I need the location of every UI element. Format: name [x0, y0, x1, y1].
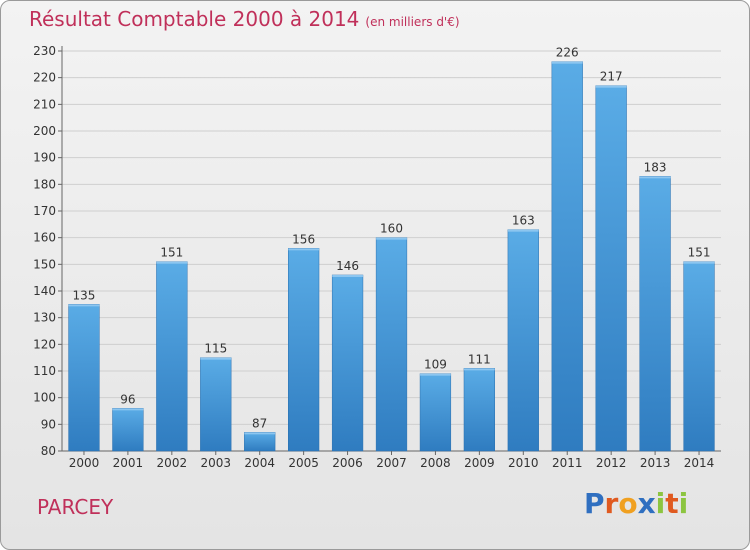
data-label: 226: [556, 46, 579, 60]
bar-highlight: [68, 304, 100, 307]
data-label: 151: [688, 246, 711, 260]
y-tick-label: 190: [33, 151, 56, 165]
y-tick-label: 90: [41, 417, 56, 431]
bar-2007: [375, 237, 408, 452]
x-tick-label: 2007: [376, 456, 407, 470]
y-tick-label: 140: [33, 284, 56, 298]
logo-letter: o: [618, 487, 638, 520]
data-label: 156: [292, 232, 315, 246]
bar-2003: [200, 357, 232, 452]
y-tick-label: 150: [33, 257, 56, 271]
data-label: 115: [204, 342, 227, 356]
bar-2011: [551, 61, 583, 452]
x-tick-label: 2010: [508, 456, 539, 470]
bar-highlight: [639, 176, 671, 179]
y-tick-label: 200: [33, 124, 56, 138]
x-axis: 2000 2001 2002 2003 2004 2005 2006 2007 2008 2009…: [69, 451, 715, 470]
bar-highlight: [200, 357, 232, 360]
chart-title-text: Résultat Comptable 2000 à 2014: [29, 7, 360, 31]
data-label: 217: [600, 70, 623, 84]
bar-highlight: [332, 275, 363, 277]
y-tick-label: 80: [41, 444, 56, 458]
bar-2004: [244, 432, 276, 452]
y-tick-label: 210: [33, 97, 56, 111]
x-tick-label: 2003: [200, 456, 231, 470]
chart-unit: (en milliers d'€): [365, 15, 460, 29]
y-tick-label: 110: [33, 364, 56, 378]
bar-highlight: [420, 373, 451, 376]
data-label: 109: [424, 358, 447, 372]
logo-letter: i: [678, 487, 689, 520]
proxiti-logo: Proxiti: [584, 487, 688, 520]
bar-2008: [419, 373, 452, 452]
bar-highlight: [507, 229, 539, 232]
data-label: 183: [644, 160, 667, 174]
bar-2001: [112, 408, 144, 452]
x-tick-label: 2009: [464, 456, 495, 470]
data-label: 151: [160, 246, 183, 260]
x-tick-label: 2004: [244, 456, 275, 470]
logo-letter: r: [604, 487, 619, 520]
x-tick-label: 2005: [288, 456, 319, 470]
x-tick-label: 2002: [157, 456, 188, 470]
x-tick-label: 2006: [332, 456, 363, 470]
bar-2012: [595, 85, 627, 452]
data-label: 146: [336, 259, 359, 273]
bar-highlight: [288, 248, 320, 251]
bar-2005: [288, 248, 320, 452]
x-tick-label: 2014: [684, 456, 715, 470]
y-tick-label: 160: [33, 231, 56, 245]
x-tick-label: 2011: [552, 456, 583, 470]
data-label: 111: [468, 352, 491, 366]
y-tick-label: 170: [33, 204, 56, 218]
bar-2009: [463, 368, 495, 452]
logo-letter: x: [637, 487, 656, 520]
bar-highlight: [112, 408, 144, 411]
y-tick-label: 120: [33, 337, 56, 351]
data-labels: 135 96 151 115 87 156 146 160 109 111 163 226 217 183…: [73, 46, 711, 431]
bar-2014: [683, 261, 715, 452]
x-tick-label: 2001: [113, 456, 144, 470]
bar-highlight: [551, 61, 583, 64]
bar-2010: [507, 229, 539, 452]
bar-2013: [639, 176, 671, 452]
y-tick-label: 230: [33, 44, 56, 58]
logo-letter: i: [655, 487, 666, 520]
y-tick-label: 100: [33, 391, 56, 405]
bar-2000: [68, 304, 100, 452]
bar-highlight: [595, 85, 627, 88]
x-tick-label: 2008: [420, 456, 451, 470]
y-tick-label: 180: [33, 177, 56, 191]
bars: [68, 61, 715, 452]
bar-highlight: [376, 237, 407, 240]
bar-highlight: [463, 368, 495, 371]
chart-title: Résultat Comptable 2000 à 2014 (en millie…: [29, 7, 460, 31]
y-tick-label: 220: [33, 71, 56, 85]
bar-2002: [156, 261, 188, 452]
x-tick-label: 2000: [69, 456, 100, 470]
x-tick-label: 2013: [640, 456, 671, 470]
bar-2006: [331, 274, 364, 452]
bar-highlight: [156, 261, 188, 264]
data-label: 87: [252, 416, 267, 430]
data-label: 135: [73, 288, 96, 302]
bar-highlight: [244, 432, 276, 435]
y-tick-label: 130: [33, 311, 56, 325]
logo-letter: P: [584, 487, 605, 520]
logo-letter: t: [665, 487, 679, 520]
data-label: 163: [512, 214, 535, 228]
x-tick-label: 2012: [596, 456, 627, 470]
data-label: 96: [120, 392, 135, 406]
commune-name: PARCEY: [37, 495, 114, 519]
bar-highlight: [683, 261, 715, 264]
data-label: 160: [380, 222, 403, 236]
